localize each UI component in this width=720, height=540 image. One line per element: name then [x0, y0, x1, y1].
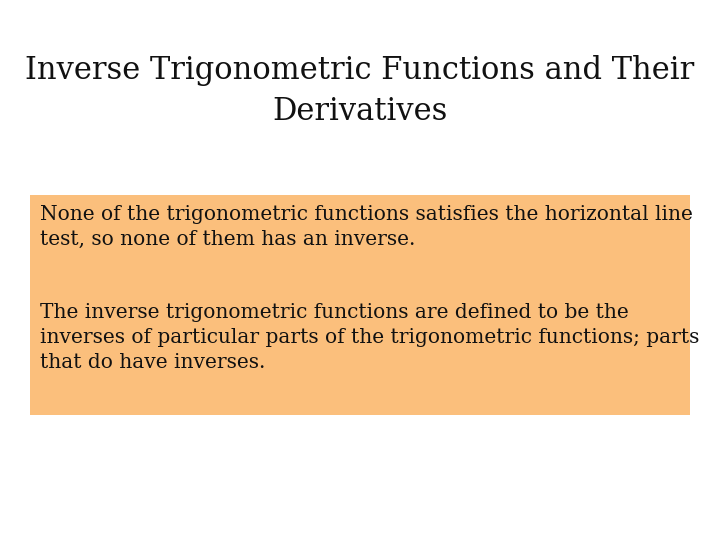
Text: Inverse Trigonometric Functions and Their
Derivatives: Inverse Trigonometric Functions and Thei… [25, 55, 695, 126]
Text: None of the trigonometric functions satisfies the horizontal line
test, so none : None of the trigonometric functions sati… [40, 205, 693, 249]
Text: The inverse trigonometric functions are defined to be the
inverses of particular: The inverse trigonometric functions are … [40, 303, 699, 372]
FancyBboxPatch shape [30, 195, 690, 415]
